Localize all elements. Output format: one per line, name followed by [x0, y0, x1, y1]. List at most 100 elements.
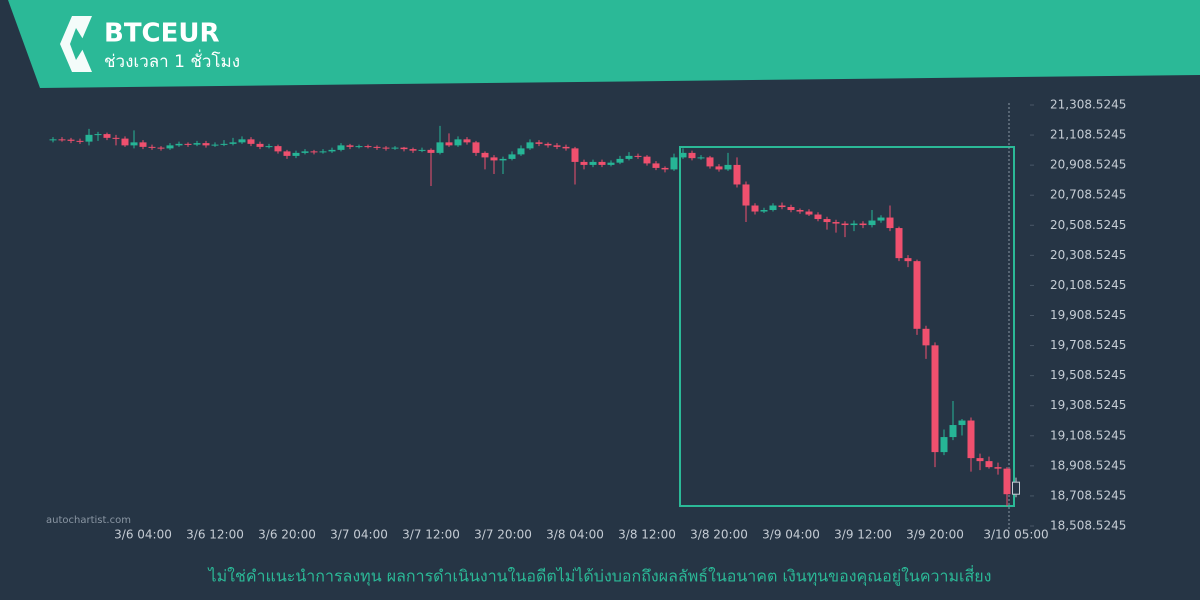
candle-body — [238, 139, 246, 143]
candle-body — [58, 139, 66, 141]
x-tick-label: 3/7 04:00 — [330, 528, 388, 542]
candle-body — [841, 223, 849, 226]
candle-body — [1012, 481, 1020, 495]
x-tick-label: 3/8 04:00 — [546, 528, 604, 542]
candle-body — [895, 228, 903, 259]
x-tick-label: 3/9 20:00 — [906, 528, 964, 542]
candle-body — [760, 210, 768, 212]
candle-body — [1003, 468, 1011, 495]
candle-body — [913, 261, 921, 329]
candle-body — [472, 142, 480, 153]
candle-body — [454, 139, 462, 146]
candle-body — [265, 146, 273, 148]
candle-body — [868, 220, 876, 226]
candle-body — [751, 205, 759, 212]
candle-body — [400, 147, 408, 150]
candle-body — [616, 158, 624, 163]
candle-body — [427, 149, 435, 153]
candle-body — [922, 328, 930, 346]
candle-body — [688, 152, 696, 159]
candle-body — [670, 157, 678, 170]
candle-body — [589, 161, 597, 165]
candle-body — [274, 146, 282, 152]
candle-body — [130, 142, 138, 146]
candle-body — [364, 146, 372, 148]
candle-body — [634, 155, 642, 157]
candle-body — [301, 151, 309, 153]
candle-body — [337, 145, 345, 150]
candle-body — [886, 217, 894, 229]
candle-body — [580, 161, 588, 165]
candle-body — [481, 152, 489, 158]
candle-body — [553, 145, 561, 147]
x-tick-label: 3/6 12:00 — [186, 528, 244, 542]
candle-body — [517, 148, 525, 155]
x-tick-label: 3/7 12:00 — [402, 528, 460, 542]
candle-body — [391, 147, 399, 149]
candle-body — [769, 205, 777, 211]
candle-body — [184, 143, 192, 145]
plot: 21,308.5245 21,108.5245 20,908.5245 20,708.… — [49, 97, 1126, 542]
candle-body — [94, 134, 102, 136]
candle-body — [976, 458, 984, 462]
candle-body — [796, 210, 804, 212]
y-tick-label: 21,308.5245 — [1050, 97, 1126, 111]
candle-body — [85, 134, 93, 142]
candle-body — [490, 157, 498, 161]
candle-body — [148, 146, 156, 148]
candle-body — [985, 461, 993, 468]
candle-body — [625, 155, 633, 159]
candle-body — [571, 148, 579, 162]
y-tick-label: 18,908.5245 — [1050, 458, 1126, 472]
candle-body — [310, 151, 318, 153]
candle-body — [787, 207, 795, 211]
candle-body — [157, 147, 165, 149]
candle-body — [931, 345, 939, 453]
candle-body — [292, 152, 300, 156]
candle-body — [49, 139, 57, 141]
candle-body — [445, 142, 453, 146]
candle-body — [175, 143, 183, 146]
candle-body — [706, 157, 714, 167]
y-tick-label: 19,108.5245 — [1050, 428, 1126, 442]
y-tick-label: 19,308.5245 — [1050, 398, 1126, 412]
candle-body — [166, 145, 174, 149]
logo — [60, 16, 92, 72]
candle-body — [715, 166, 723, 170]
candle-body — [328, 149, 336, 152]
candle-body — [463, 139, 471, 143]
header-band — [8, 0, 1200, 88]
candle-body — [526, 142, 534, 149]
candle-body — [859, 223, 867, 226]
x-tick-label: 3/9 04:00 — [762, 528, 820, 542]
candle-body — [256, 143, 264, 147]
x-tick-label: 3/9 12:00 — [834, 528, 892, 542]
candle-body — [76, 140, 84, 142]
candle-body — [211, 144, 219, 146]
candle-body — [247, 139, 255, 144]
y-tick-label: 21,108.5245 — [1050, 128, 1126, 142]
candle-body — [598, 161, 606, 165]
watermark: autochartist.com — [46, 515, 131, 526]
candle-body — [940, 437, 948, 453]
y-tick-label: 18,508.5245 — [1050, 518, 1126, 532]
candle-body — [535, 142, 543, 144]
candle-body — [436, 142, 444, 153]
candle-body — [607, 162, 615, 165]
y-tick-label: 20,708.5245 — [1050, 188, 1126, 202]
y-tick-label: 20,508.5245 — [1050, 218, 1126, 232]
y-tick-label: 20,308.5245 — [1050, 248, 1126, 262]
candle-body — [994, 467, 1002, 469]
candle-body — [814, 214, 822, 220]
candle-body — [229, 142, 237, 144]
y-tick-label: 19,708.5245 — [1050, 338, 1126, 352]
pattern-box — [679, 146, 1015, 507]
candle-body — [121, 138, 129, 146]
candle-body — [499, 158, 507, 161]
x-tick-label: 3/8 12:00 — [618, 528, 676, 542]
candle-body — [409, 149, 417, 151]
candle-body — [850, 223, 858, 226]
candle-body — [697, 157, 705, 159]
candle-body — [724, 164, 732, 170]
